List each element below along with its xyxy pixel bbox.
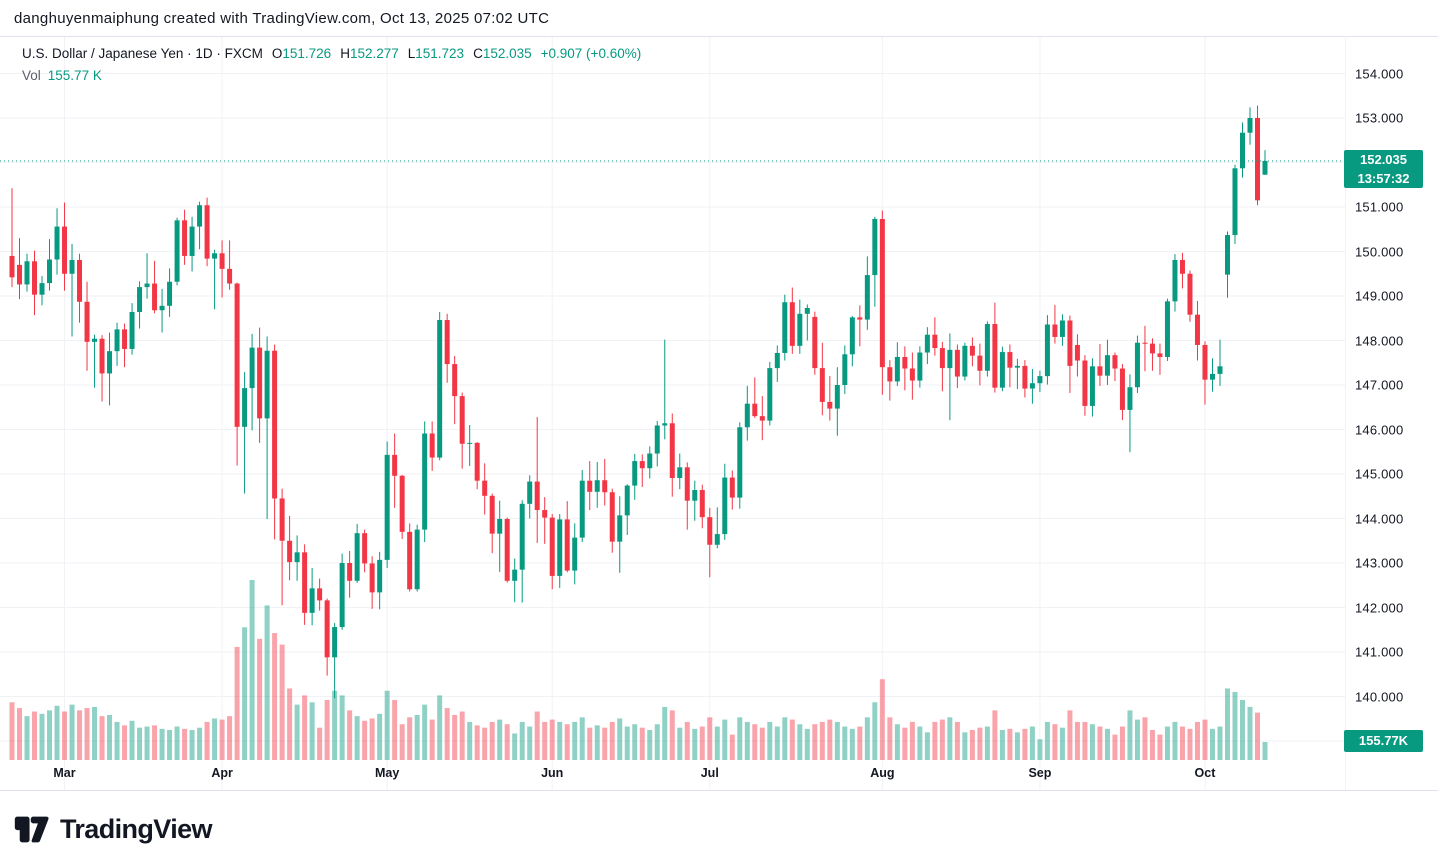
- month-label: Jun: [541, 766, 564, 780]
- month-label: Apr: [211, 766, 233, 780]
- change-readout: +0.907 (+0.60%): [540, 46, 642, 61]
- volume-label: Vol: [22, 68, 41, 83]
- month-label: May: [374, 766, 400, 780]
- price-tick-label: 154.000: [1355, 66, 1404, 81]
- low-value: 151.723: [415, 46, 465, 61]
- price-tick-label: 149.000: [1355, 288, 1404, 304]
- price-axis[interactable]: 154.000153.000152.000151.000150.000149.0…: [1345, 36, 1438, 790]
- tradingview-icon: [14, 816, 50, 843]
- brand-name: TradingView: [60, 814, 213, 844]
- volume-value: 155.77 K: [47, 68, 102, 83]
- price-tick-label: 141.000: [1355, 644, 1404, 660]
- bar-countdown: 13:57:32: [1357, 170, 1410, 186]
- tradingview-logo[interactable]: TradingView: [14, 814, 213, 845]
- low-label: L: [407, 46, 416, 61]
- price-tick-label: 146.000: [1355, 422, 1404, 437]
- chart-legend: U.S. Dollar / Japanese Yen · 1D · FXCM O1…: [22, 43, 641, 87]
- price-tick-label: 144.000: [1355, 511, 1404, 526]
- high-value: 152.277: [349, 46, 399, 61]
- price-tick-label: 142.000: [1355, 600, 1404, 615]
- open-label: O: [271, 46, 283, 61]
- month-label: Jul: [700, 766, 719, 780]
- close-label: C: [473, 46, 483, 61]
- price-tick-label: 143.000: [1355, 555, 1404, 571]
- price-tick-label: 145.000: [1355, 466, 1404, 482]
- price-tick-label: 153.000: [1355, 110, 1404, 126]
- ohlc-readout: O151.726 H152.277 L151.723 C152.035: [263, 46, 532, 61]
- legend-symbol-row: U.S. Dollar / Japanese Yen · 1D · FXCM O1…: [22, 43, 641, 65]
- volume-badge: 155.77K: [1344, 730, 1423, 752]
- month-label: Sep: [1028, 766, 1052, 780]
- symbol-title[interactable]: U.S. Dollar / Japanese Yen · 1D · FXCM: [22, 46, 263, 61]
- price-tick-label: 148.000: [1355, 333, 1404, 348]
- month-label: Aug: [870, 766, 895, 780]
- attribution-text: danghuyenmaiphung created with TradingVi…: [14, 9, 550, 27]
- legend-volume-row: Vol 155.77 K: [22, 65, 641, 87]
- price-tick-label: 140.000: [1355, 689, 1404, 704]
- price-tick-label: 150.000: [1355, 244, 1404, 259]
- time-axis[interactable]: Mar Apr May Jun Jul Aug Sep Oct: [0, 757, 1438, 790]
- high-label: H: [340, 46, 350, 61]
- month-label: Oct: [1194, 766, 1216, 780]
- open-value: 151.726: [282, 46, 332, 61]
- price-tick-label: 151.000: [1355, 199, 1404, 215]
- price-tick-label: 147.000: [1355, 377, 1404, 393]
- last-price-badge: 152.035 13:57:32: [1344, 149, 1423, 188]
- attribution-bar: danghuyenmaiphung created with TradingVi…: [0, 0, 1438, 36]
- close-value: 152.035: [482, 46, 532, 61]
- footer: TradingView: [0, 791, 1438, 868]
- month-label: Mar: [53, 766, 76, 780]
- last-price-value: 152.035: [1360, 151, 1407, 167]
